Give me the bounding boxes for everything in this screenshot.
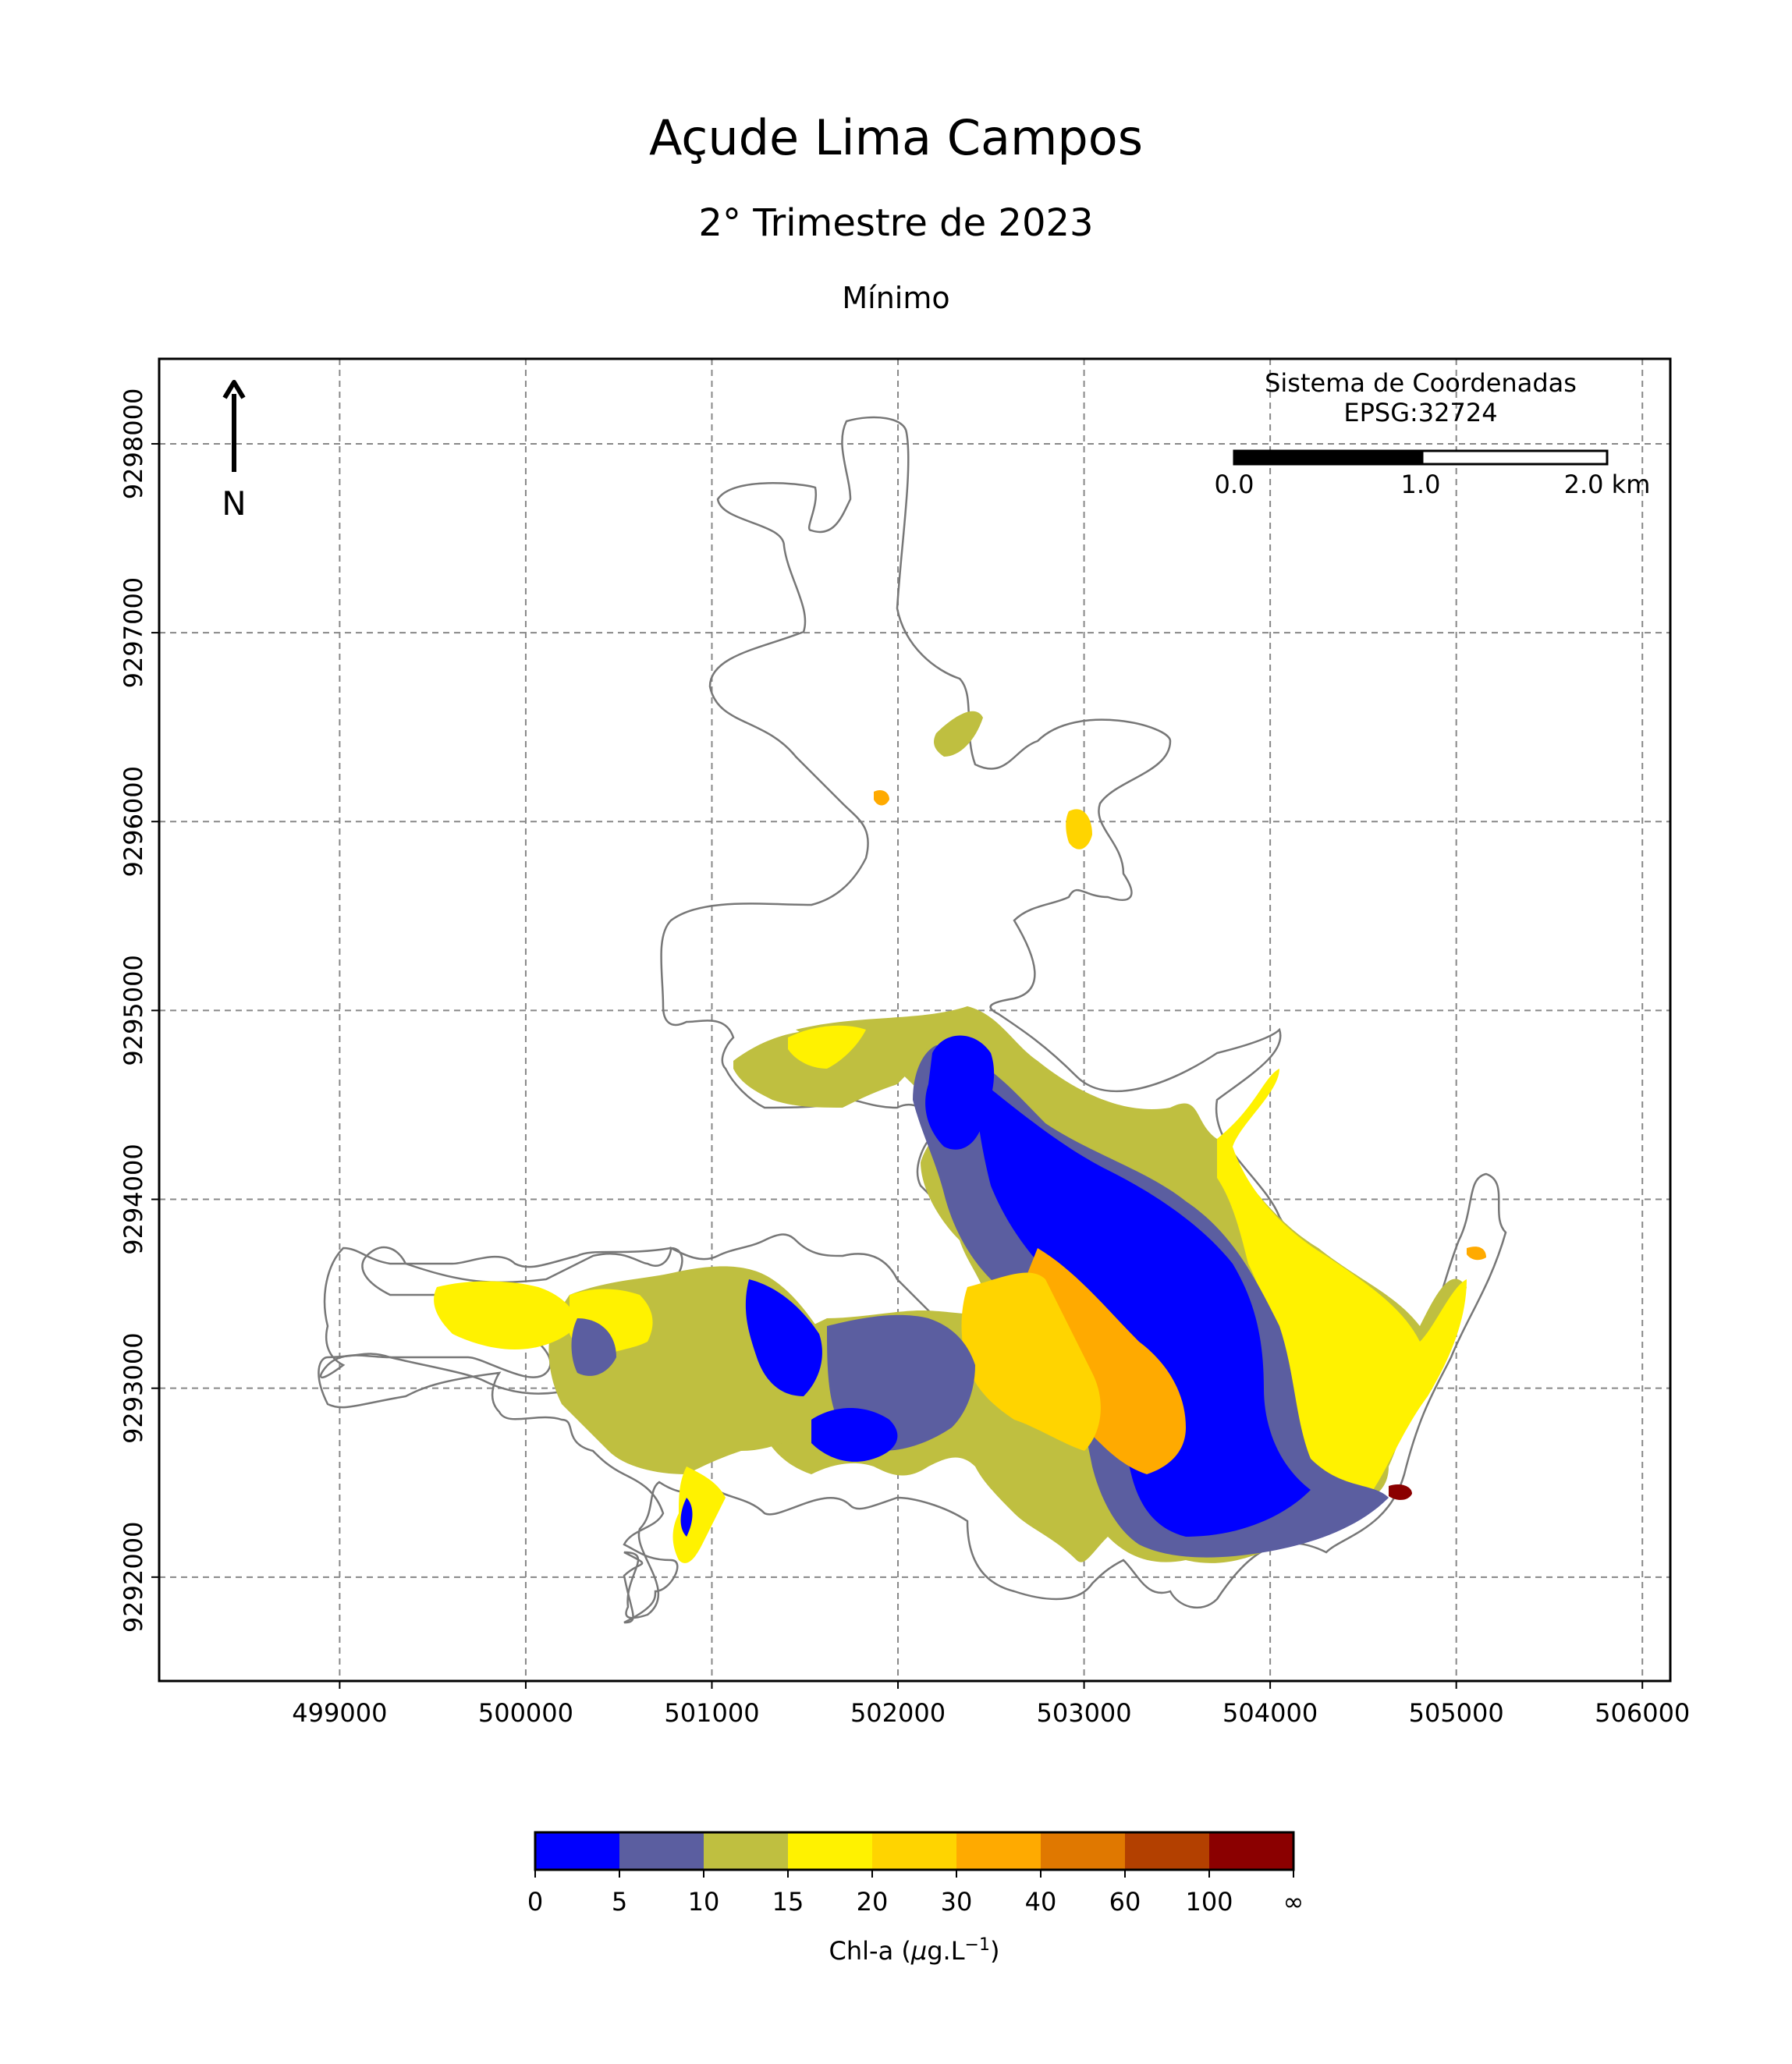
colorbar-tick-label: 5 bbox=[612, 1887, 627, 1917]
colorbar-label: Chl-a (μg.L−1) bbox=[829, 1935, 1000, 1966]
colorbar-tick-label: 100 bbox=[1185, 1887, 1233, 1917]
y-tick-label: 9298000 bbox=[119, 388, 148, 500]
north-arrow-icon: N bbox=[222, 380, 247, 523]
raster-class-15-20 bbox=[788, 1025, 866, 1069]
x-axis-ticks: 499000 500000 501000 502000 503000 504000 5050… bbox=[292, 1681, 1690, 1728]
statistic-label: Mínimo bbox=[842, 281, 950, 315]
scale-bar-segment-light bbox=[1421, 449, 1609, 466]
raster-class-10-15 bbox=[733, 1027, 928, 1108]
raster-class-0-5 bbox=[975, 1076, 1311, 1537]
x-tick-label: 501000 bbox=[664, 1698, 759, 1728]
colorbar-tick-label: 60 bbox=[1109, 1887, 1141, 1917]
raster-class-0-5 bbox=[925, 1035, 995, 1150]
chlorophyll-raster bbox=[434, 711, 1486, 1563]
raster-class-5-10 bbox=[571, 1318, 616, 1376]
raster-class-15-20 bbox=[434, 1281, 577, 1349]
raster-class-0-5 bbox=[811, 1408, 898, 1462]
north-label: N bbox=[222, 484, 246, 523]
raster-class-20-30 bbox=[1066, 809, 1092, 849]
scale-label-2: 2.0 km bbox=[1564, 470, 1651, 499]
map-title: Açude Lima Campos bbox=[648, 109, 1144, 166]
raster-class-30-40 bbox=[874, 790, 889, 806]
colorbar-swatch bbox=[872, 1832, 957, 1870]
scale-bar-segment-dark bbox=[1233, 449, 1424, 466]
colorbar-swatch bbox=[1209, 1832, 1294, 1870]
colorbar-swatch bbox=[704, 1832, 789, 1870]
grid-lines bbox=[159, 359, 1670, 1681]
y-tick-label: 9296000 bbox=[119, 766, 148, 878]
crs-info: Sistema de Coordenadas EPSG:32724 bbox=[1265, 368, 1577, 427]
colorbar-tick-label: 30 bbox=[941, 1887, 973, 1917]
y-tick-label: 9292000 bbox=[119, 1522, 148, 1633]
colorbar-frame bbox=[534, 1831, 1295, 1871]
x-tick-label: 506000 bbox=[1595, 1698, 1690, 1728]
x-tick-label: 505000 bbox=[1409, 1698, 1504, 1728]
colorbar-swatch bbox=[956, 1832, 1041, 1870]
map-frame bbox=[158, 357, 1672, 1683]
x-tick-label: 504000 bbox=[1222, 1698, 1318, 1728]
raster-class-15-20 bbox=[672, 1466, 726, 1563]
reservoir-outline bbox=[318, 416, 1507, 1624]
crs-line-1: Sistema de Coordenadas bbox=[1265, 368, 1577, 398]
colorbar-swatch bbox=[1125, 1832, 1210, 1870]
map-subtitle: 2° Trimestre de 2023 bbox=[698, 201, 1094, 245]
reservoir bbox=[318, 416, 1507, 1624]
colorbar bbox=[534, 1831, 1295, 1871]
raster-class-100-inf bbox=[1389, 1484, 1412, 1500]
raster-class-30-40 bbox=[1467, 1247, 1486, 1261]
x-tick-label: 503000 bbox=[1036, 1698, 1131, 1728]
scale-label-1: 1.0 bbox=[1401, 470, 1441, 499]
raster-class-0-5 bbox=[680, 1498, 693, 1537]
raster-class-0-5 bbox=[745, 1279, 822, 1396]
y-tick-label: 9293000 bbox=[119, 1332, 148, 1444]
colorbar-tick-label: ∞ bbox=[1283, 1887, 1304, 1917]
y-tick-label: 9295000 bbox=[119, 955, 148, 1066]
colorbar-tick-label: 40 bbox=[1025, 1887, 1057, 1917]
raster-class-15-20 bbox=[1217, 1069, 1467, 1490]
scale-bar: 0.0 1.0 2.0 km bbox=[1215, 449, 1651, 499]
colorbar-ticks: 0 5 10 15 20 30 40 60 100 ∞ bbox=[527, 1870, 1304, 1917]
y-tick-label: 9297000 bbox=[119, 577, 148, 689]
colorbar-swatch bbox=[535, 1832, 620, 1870]
colorbar-swatch bbox=[619, 1832, 704, 1870]
raster-class-10-15 bbox=[934, 711, 983, 757]
colorbar-tick-label: 10 bbox=[688, 1887, 720, 1917]
raster-class-20-30 bbox=[961, 1272, 1101, 1451]
colorbar-swatch bbox=[1041, 1832, 1126, 1870]
y-axis-ticks: 9292000 9293000 9294000 9295000 9296000 92970… bbox=[119, 388, 159, 1633]
colorbar-tick-label: 15 bbox=[772, 1887, 804, 1917]
y-tick-label: 9294000 bbox=[119, 1144, 148, 1255]
crs-line-2: EPSG:32724 bbox=[1343, 398, 1497, 427]
x-tick-label: 500000 bbox=[478, 1698, 573, 1728]
colorbar-tick-label: 0 bbox=[527, 1887, 543, 1917]
x-tick-label: 502000 bbox=[850, 1698, 946, 1728]
x-tick-label: 499000 bbox=[292, 1698, 387, 1728]
colorbar-swatch bbox=[788, 1832, 873, 1870]
scale-label-0: 0.0 bbox=[1215, 470, 1254, 499]
colorbar-tick-label: 20 bbox=[857, 1887, 889, 1917]
reservoir-west-arm-outline bbox=[319, 1247, 683, 1395]
